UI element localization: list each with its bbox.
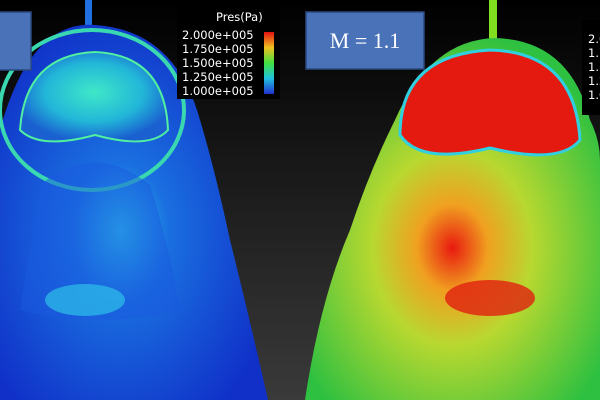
inner-core (20, 162, 180, 320)
legend-box (177, 6, 280, 99)
legend-label: 1.500e+005 (182, 56, 254, 70)
hot-spot (45, 284, 125, 316)
spike (489, 0, 497, 40)
legend-title: Pres(Pa) (216, 10, 263, 24)
legend-label: 2.000e+005 (588, 32, 600, 46)
legend-label: 1.000e+005 (588, 88, 600, 102)
legend-label: 1.750e+005 (182, 42, 254, 56)
dome (398, 48, 582, 157)
spike (85, 0, 92, 45)
legend-label: 1.250e+005 (182, 70, 254, 84)
legend-label: 1.250e+005 (588, 74, 600, 88)
legend-label: 1.750e+005 (588, 46, 600, 60)
label-box (0, 11, 32, 71)
legend-label: 2.000e+005 (182, 28, 254, 42)
legend-label: 1.000e+005 (182, 84, 254, 98)
color-bar (264, 32, 274, 94)
hot-spot (445, 280, 535, 316)
mach-label: M = 1.1 (330, 28, 400, 53)
legend: Pres(Pa) 2.000e+005 1.750e+005 1.500e+00… (177, 6, 280, 99)
legend-box (582, 20, 600, 115)
legend-clipped: 2.000e+005 1.750e+005 1.500e+005 1.250e+… (582, 20, 600, 115)
label-box (305, 11, 425, 70)
right-plot (305, 0, 600, 400)
legend-label: 1.500e+005 (588, 60, 600, 74)
dome (18, 50, 170, 143)
left-plot (0, 0, 268, 400)
